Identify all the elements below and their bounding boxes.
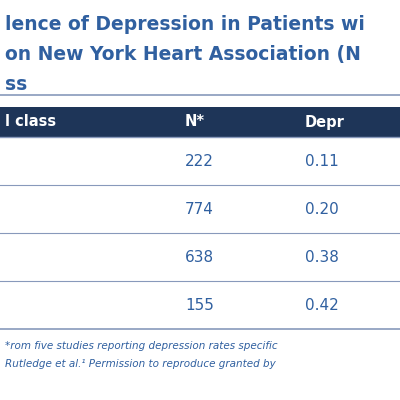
Text: 774: 774 <box>185 202 214 216</box>
Text: 638: 638 <box>185 250 214 264</box>
Text: 0.38: 0.38 <box>305 250 339 264</box>
Text: Depr: Depr <box>305 114 345 130</box>
Text: 222: 222 <box>185 154 214 168</box>
Text: N*: N* <box>185 114 205 130</box>
Text: on New York Heart Association (N: on New York Heart Association (N <box>5 45 361 64</box>
Text: 0.11: 0.11 <box>305 154 339 168</box>
Text: 0.42: 0.42 <box>305 298 339 312</box>
FancyBboxPatch shape <box>0 107 400 137</box>
Text: ss: ss <box>5 75 27 94</box>
Text: *rom five studies reporting depression rates specific: *rom five studies reporting depression r… <box>5 341 278 351</box>
Text: Rutledge et al.¹ Permission to reproduce granted by: Rutledge et al.¹ Permission to reproduce… <box>5 359 276 369</box>
Text: 155: 155 <box>185 298 214 312</box>
Text: 0.20: 0.20 <box>305 202 339 216</box>
Text: l class: l class <box>5 114 56 130</box>
Text: lence of Depression in Patients wi: lence of Depression in Patients wi <box>5 15 365 34</box>
